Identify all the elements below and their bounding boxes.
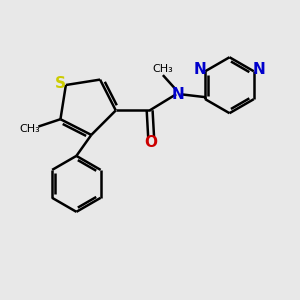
- Text: N: N: [171, 87, 184, 102]
- Text: N: N: [194, 62, 206, 77]
- Text: CH₃: CH₃: [152, 64, 173, 74]
- Text: CH₃: CH₃: [20, 124, 40, 134]
- Text: S: S: [55, 76, 66, 91]
- Text: O: O: [145, 135, 158, 150]
- Text: N: N: [253, 62, 266, 77]
